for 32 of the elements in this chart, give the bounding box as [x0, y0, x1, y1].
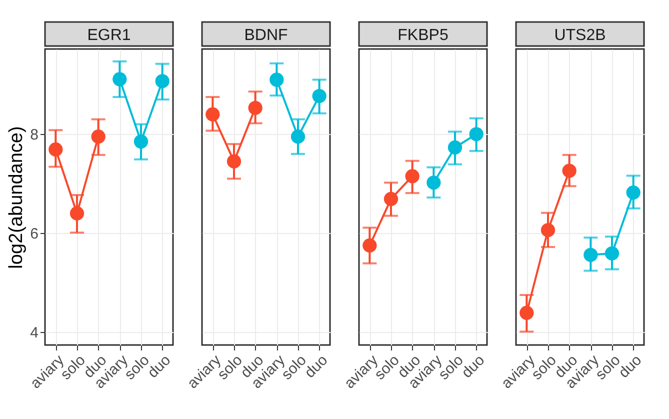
chart-title: EGR1 — [87, 27, 131, 44]
point — [469, 127, 484, 142]
point — [362, 238, 377, 253]
point — [562, 164, 576, 178]
point — [405, 169, 420, 184]
y-axis-title: log2(abundance) — [6, 126, 28, 269]
point — [290, 130, 306, 144]
y-tick-label: 6 — [30, 226, 38, 243]
point — [312, 88, 326, 104]
chart-title: BDNF — [244, 27, 288, 44]
point — [270, 72, 284, 87]
point — [448, 140, 462, 155]
point — [112, 72, 127, 86]
point — [520, 306, 534, 320]
point — [604, 246, 620, 260]
y-tick-label: 8 — [30, 126, 38, 144]
point — [91, 130, 106, 144]
point — [70, 206, 84, 220]
point — [584, 248, 598, 262]
chart-title: UTS2B — [554, 27, 606, 44]
point — [384, 192, 398, 206]
chart-title: FKBP5 — [398, 27, 448, 44]
point — [248, 100, 262, 115]
point — [226, 154, 242, 168]
point — [206, 107, 220, 122]
point — [426, 176, 441, 190]
y-tick-label: 4 — [30, 324, 38, 342]
point — [48, 142, 63, 157]
point — [134, 134, 148, 149]
point — [155, 74, 170, 88]
point — [540, 223, 556, 238]
point — [626, 185, 640, 200]
